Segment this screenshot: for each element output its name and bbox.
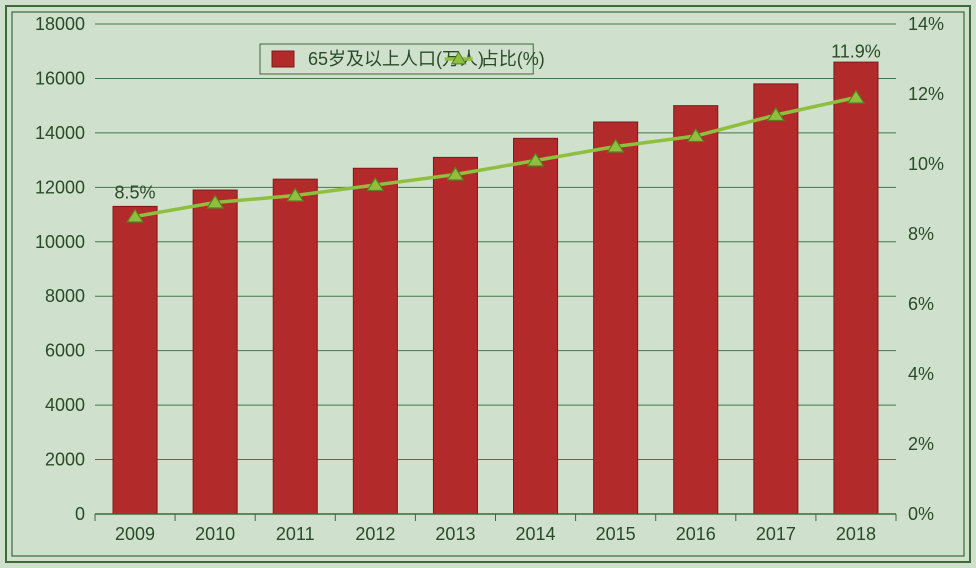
x-tick-label: 2015 <box>596 524 636 544</box>
y-left-tick: 2000 <box>45 450 85 470</box>
legend-label: 占比(%) <box>481 49 545 69</box>
bar <box>193 190 237 514</box>
y-right-tick: 8% <box>908 224 934 244</box>
y-left-tick: 8000 <box>45 286 85 306</box>
y-right-tick: 10% <box>908 154 944 174</box>
y-right-tick: 6% <box>908 294 934 314</box>
y-right-tick: 0% <box>908 504 934 524</box>
x-tick-label: 2011 <box>276 524 315 544</box>
x-tick-label: 2009 <box>115 524 155 544</box>
y-left-tick: 14000 <box>35 123 85 143</box>
y-left-tick: 6000 <box>45 341 85 361</box>
y-left-tick: 12000 <box>35 177 85 197</box>
bar <box>674 106 718 514</box>
bar <box>754 84 798 514</box>
data-label: 11.9% <box>831 42 881 62</box>
y-right-tick: 14% <box>908 14 944 34</box>
y-right-tick: 12% <box>908 84 944 104</box>
x-tick-label: 2014 <box>516 524 556 544</box>
bar <box>514 138 558 514</box>
y-left-tick: 16000 <box>35 68 85 88</box>
x-tick-label: 2018 <box>836 524 876 544</box>
data-label: 8.5% <box>115 183 156 203</box>
bar <box>594 122 638 514</box>
y-left-tick: 4000 <box>45 395 85 415</box>
y-left-tick: 0 <box>75 504 85 524</box>
y-right-tick: 4% <box>908 364 934 384</box>
y-right-tick: 2% <box>908 434 934 454</box>
bar <box>353 168 397 514</box>
bar <box>273 179 317 514</box>
x-tick-label: 2013 <box>435 524 475 544</box>
x-tick-label: 2010 <box>195 524 235 544</box>
x-tick-label: 2017 <box>756 524 796 544</box>
bar <box>834 62 878 514</box>
y-left-tick: 10000 <box>35 232 85 252</box>
legend-swatch-bar <box>272 51 294 67</box>
bar <box>113 206 157 514</box>
x-tick-label: 2016 <box>676 524 716 544</box>
legend: 65岁及以上人口(万人)占比(%) <box>260 44 545 74</box>
x-tick-label: 2012 <box>355 524 395 544</box>
bar <box>433 157 477 514</box>
population-chart: 0 2000 4000 6000 8000 10000 12000 14000 16000 180… <box>0 0 976 568</box>
y-left-tick: 18000 <box>35 14 85 34</box>
